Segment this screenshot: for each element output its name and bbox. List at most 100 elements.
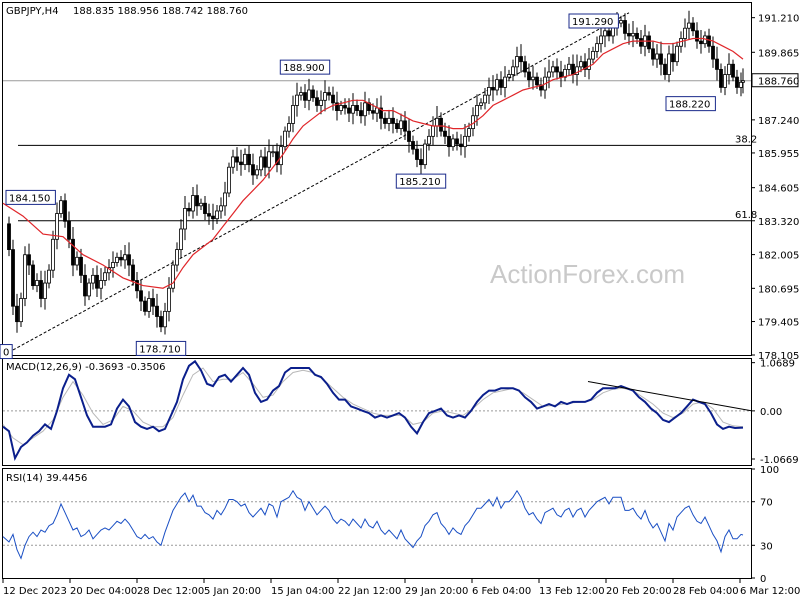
price-annotation-label: 191.290	[572, 17, 613, 28]
candle-body	[263, 156, 267, 168]
candle-body	[315, 97, 319, 106]
rsi-panel	[2, 489, 751, 560]
candle-body	[231, 156, 235, 168]
x-tick-label: 13 Feb 12:00	[539, 586, 605, 597]
price-annotation-box	[568, 13, 619, 29]
candle-body	[167, 287, 171, 312]
price-annotation-box	[395, 173, 447, 189]
candle-body	[95, 274, 99, 289]
price-y-tick-label: 183.320	[758, 217, 799, 228]
candle-body	[303, 92, 307, 101]
x-tick-label: 5 Jan 20:00	[204, 586, 261, 597]
x-tick-label: 20 Dec 04:00	[70, 586, 137, 597]
price-annotation-label: 184.150	[9, 193, 50, 204]
macd-panel	[2, 359, 753, 462]
candle-body	[719, 69, 723, 88]
rsi-y-tick-label: 0	[760, 574, 766, 585]
candle-body	[275, 151, 279, 166]
candle-body	[499, 79, 503, 88]
candle-body	[247, 153, 251, 166]
candle-body	[479, 102, 483, 106]
price-annotation-label: 185.210	[399, 177, 440, 188]
candle-body	[191, 195, 195, 212]
candle-body	[731, 63, 735, 78]
candle-body	[11, 249, 15, 307]
candle-body	[741, 80, 745, 83]
macd-line	[2, 359, 744, 462]
candle-body	[131, 264, 135, 281]
candle-body	[227, 166, 231, 194]
candle-body	[43, 282, 47, 299]
candle-body	[347, 107, 351, 114]
candle-body	[127, 254, 131, 266]
candle-body	[163, 310, 167, 328]
candle-body	[87, 282, 91, 297]
candle-body	[295, 94, 299, 106]
candle-body	[71, 238, 75, 266]
price-y-tick-label: 182.005	[758, 251, 799, 262]
current-price-box	[751, 73, 799, 88]
candle-body	[203, 202, 207, 214]
candle-body	[143, 300, 147, 312]
fib-level-label: 38.2	[735, 134, 757, 145]
price-annotation-label: 0	[3, 348, 9, 359]
candle-body	[411, 141, 415, 150]
moving-average-line	[2, 37, 744, 289]
candle-body	[123, 254, 127, 261]
candle-body	[343, 105, 347, 109]
candle-body	[215, 210, 219, 220]
candle-body	[427, 135, 431, 145]
candle-body	[623, 20, 627, 34]
candle-body	[739, 81, 743, 88]
candle-body	[591, 50, 595, 60]
candle-body	[467, 128, 471, 137]
price-annotation-label: 178.710	[139, 344, 180, 355]
x-tick-label: 12 Dec 2023	[3, 586, 67, 597]
candle-body	[491, 87, 495, 91]
watermark: ActionForex.com	[490, 259, 685, 289]
candle-body	[635, 32, 639, 39]
candle-body	[79, 256, 83, 276]
rsi-y-tick-label: 100	[760, 465, 779, 476]
candle-body	[619, 20, 623, 24]
candle-body	[727, 63, 731, 75]
candle-body	[311, 89, 315, 99]
candle-body	[183, 208, 187, 230]
candle-body	[139, 290, 143, 302]
rsi-line	[2, 489, 744, 560]
candle-body	[223, 192, 227, 207]
candle-body	[715, 58, 719, 70]
candle-body	[707, 35, 711, 47]
candle-body	[299, 92, 303, 96]
candle-body	[391, 117, 395, 124]
candle-body	[31, 264, 35, 287]
candle-body	[551, 66, 555, 73]
candle-body	[7, 223, 11, 250]
candle-body	[447, 135, 451, 148]
candle-body	[587, 58, 591, 70]
price-annotation-box	[135, 340, 187, 356]
x-tick-label: 6 Feb 04:00	[472, 586, 531, 597]
candle-body	[531, 76, 535, 81]
candle-body	[199, 202, 203, 207]
candle-body	[443, 130, 447, 137]
candle-body	[59, 200, 63, 214]
candle-body	[323, 92, 327, 101]
candle-body	[455, 138, 459, 145]
candle-body	[207, 213, 211, 217]
candle-body	[379, 107, 383, 119]
candle-body	[159, 316, 163, 328]
candle-body	[75, 256, 79, 266]
candle-body	[503, 76, 507, 88]
candle-body	[655, 53, 659, 60]
macd-signal-line	[2, 367, 744, 446]
candle-body	[371, 110, 375, 114]
candle-body	[567, 63, 571, 70]
candle-body	[243, 153, 247, 166]
candle-body	[91, 274, 95, 284]
price-annotation-box	[665, 96, 716, 112]
macd-panel-title: MACD(12,26,9) -0.3693 -0.3506	[6, 362, 166, 373]
candle-body	[147, 298, 151, 312]
price-y-tick-label: 179.405	[758, 318, 799, 329]
candle-body	[387, 117, 391, 124]
